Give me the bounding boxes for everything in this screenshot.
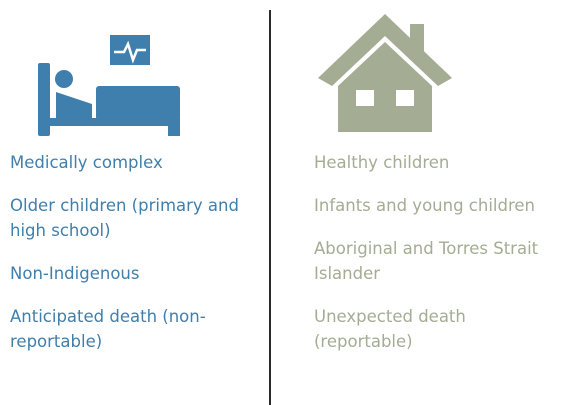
roof <box>318 14 452 86</box>
bed-leg <box>168 120 180 136</box>
list-item: Aboriginal and Torres Strait Islander <box>314 239 539 283</box>
hospital-bed-icon <box>38 35 180 136</box>
list-item: Unexpected death (reportable) <box>314 307 466 351</box>
icons <box>38 14 452 136</box>
left-list: Medically complex Older children (primar… <box>10 150 245 372</box>
divider <box>269 10 271 405</box>
house-body <box>338 42 432 132</box>
list-item: Medically complex <box>10 153 163 172</box>
house-icon <box>318 14 452 132</box>
mattress <box>96 86 180 120</box>
window <box>356 90 374 106</box>
patient-head <box>55 70 73 88</box>
list-item: Healthy children <box>314 153 450 172</box>
bed-frame <box>50 118 180 126</box>
bed-post <box>38 63 50 136</box>
list-item: Non-Indigenous <box>10 264 140 283</box>
patient-body <box>56 92 92 118</box>
list-item: Infants and young children <box>314 196 535 215</box>
list-item: Anticipated death (non-reportable) <box>10 307 206 351</box>
list-item: Older children (primary and high school) <box>10 196 239 240</box>
pulse-line <box>114 40 146 64</box>
right-list: Healthy children Infants and young child… <box>314 150 560 372</box>
window <box>396 90 414 106</box>
